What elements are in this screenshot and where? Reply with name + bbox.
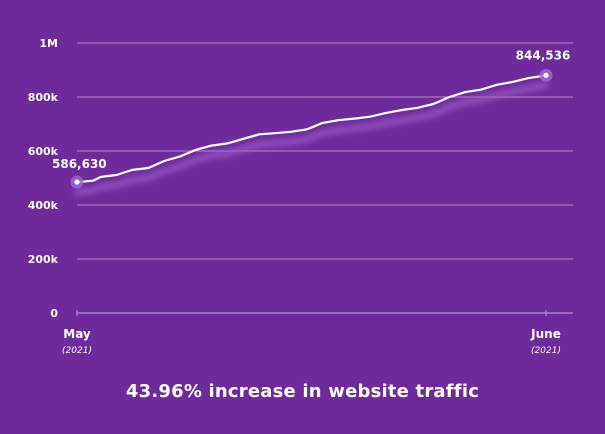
y-tick-label: 1M bbox=[39, 37, 58, 50]
y-tick-label: 200k bbox=[28, 253, 59, 266]
y-tick-label: 0 bbox=[50, 307, 58, 320]
y-tick-label: 400k bbox=[28, 199, 59, 212]
x-tick-label: May bbox=[63, 327, 91, 341]
x-tick-label: June bbox=[530, 327, 561, 341]
y-tick-label: 800k bbox=[28, 91, 59, 104]
series-glow bbox=[73, 81, 550, 196]
data-point bbox=[543, 72, 549, 78]
data-label: 586,630 bbox=[52, 157, 107, 171]
chart-caption: 43.96% increase in website traffic bbox=[125, 381, 480, 402]
data-point bbox=[74, 179, 80, 185]
series-line bbox=[75, 74, 548, 184]
x-tick-sublabel: (2021) bbox=[62, 346, 92, 356]
y-tick-label: 600k bbox=[28, 145, 59, 158]
x-tick-sublabel: (2021) bbox=[531, 346, 561, 356]
data-label: 844,536 bbox=[516, 48, 571, 62]
